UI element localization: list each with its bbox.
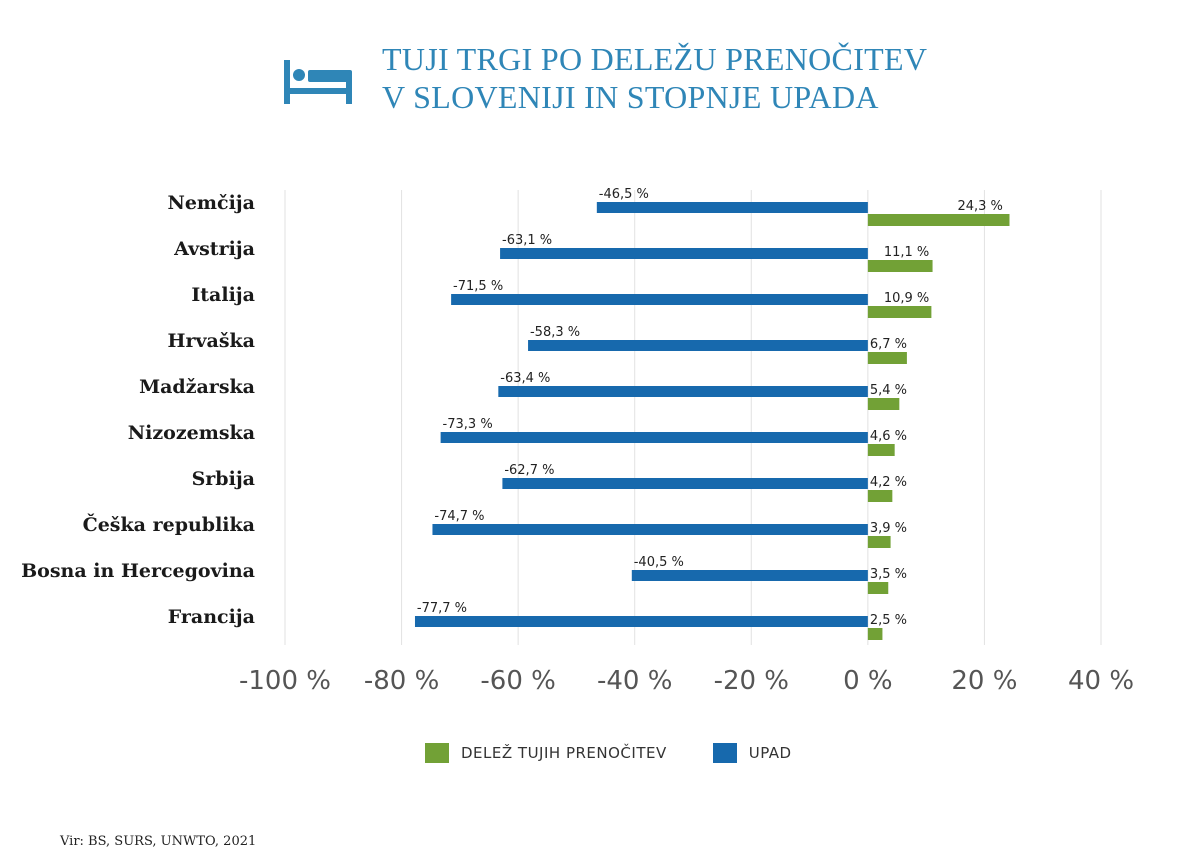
bar-delez-label: 24,3 % (957, 199, 1002, 214)
category-label: Nemčija (167, 192, 255, 214)
x-tick-label: 20 % (951, 666, 1017, 696)
chart-title: TUJI TRGI PO DELEŽU PRENOČITEV V SLOVENI… (382, 40, 927, 116)
category-label: Hrvaška (168, 330, 256, 352)
chart-title-line-2: V SLOVENIJI IN STOPNJE UPADA (382, 79, 879, 115)
category-label: Italija (191, 284, 255, 306)
bar-upad-label: -71,5 % (453, 279, 503, 294)
bar-delez (867, 628, 883, 640)
category-labels: Nemčija Avstrija Italija Hrvaška Madžarska Ni… (21, 192, 255, 628)
source-note: Vir: BS, SURS, UNWTO, 2021 (60, 834, 257, 849)
header: TUJI TRGI PO DELEŽU PRENOČITEV V SLOVENI… (0, 0, 1200, 140)
bar-upad-label: -74,7 % (434, 509, 484, 524)
x-tick-label: -80 % (364, 666, 439, 696)
bar-delez-label: 6,7 % (870, 337, 907, 352)
bed-icon (284, 60, 352, 104)
bar-delez (867, 306, 932, 318)
legend-label-decline: UPAD (748, 744, 792, 762)
category-label: Francija (168, 606, 255, 628)
bar-upad-label: -63,4 % (500, 371, 550, 386)
bar-upad (631, 570, 868, 581)
bar-upad (528, 340, 868, 351)
bar-upad (596, 202, 868, 213)
x-tick-label: -20 % (714, 666, 789, 696)
bar-delez-label: 3,5 % (870, 567, 907, 582)
x-tick-label: -60 % (480, 666, 555, 696)
bar-upad (432, 524, 868, 535)
legend: DELEŽ TUJIH PRENOČITEV UPAD (425, 740, 838, 766)
bar-delez (867, 352, 907, 364)
chart-title-line-1: TUJI TRGI PO DELEŽU PRENOČITEV (382, 41, 928, 77)
bar-upad-label: -58,3 % (530, 325, 580, 340)
bar-upad (414, 616, 868, 627)
category-label: Avstrija (173, 238, 255, 260)
bar-delez (867, 260, 933, 272)
bar-delez (867, 398, 900, 410)
legend-label-share: DELEŽ TUJIH PRENOČITEV (461, 744, 667, 762)
grid-lines (284, 190, 1102, 645)
bar-delez (867, 214, 1010, 226)
bar-delez (867, 536, 891, 548)
bar-upad (451, 294, 868, 305)
value-labels: -46,5 % 24,3 % -63,1 % 11,1 % -71,5 % 10,9 % -… (417, 187, 1003, 628)
bar-upad-label: -77,7 % (417, 601, 467, 616)
bar-delez-label: 10,9 % (884, 291, 929, 306)
x-tick-label: 0 % (843, 666, 893, 696)
bar-upad-label: -62,7 % (504, 463, 554, 478)
bar-upad (502, 478, 868, 489)
x-tick-label: -40 % (597, 666, 672, 696)
bar-delez-label: 4,2 % (870, 475, 907, 490)
bar-upad-label: -40,5 % (634, 555, 684, 570)
bar-upad (498, 386, 868, 397)
legend-swatch-green (425, 743, 449, 763)
bar-delez-label: 2,5 % (870, 613, 907, 628)
bar-upad-label: -63,1 % (502, 233, 552, 248)
bar-delez (867, 582, 889, 594)
bar-upad (500, 248, 868, 259)
bar-delez-label: 11,1 % (884, 245, 929, 260)
legend-item-decline: UPAD (712, 743, 792, 763)
category-label: Srbija (192, 468, 255, 490)
category-label: Bosna in Hercegovina (21, 560, 255, 582)
bar-delez-label: 3,9 % (870, 521, 907, 536)
bar-delez-label: 5,4 % (870, 383, 907, 398)
bar-upad-label: -73,3 % (443, 417, 493, 432)
category-label: Češka republika (83, 513, 255, 536)
x-tick-label: 40 % (1068, 666, 1134, 696)
category-label: Nizozemska (128, 422, 255, 444)
bar-delez (867, 444, 895, 456)
bar-upad-label: -46,5 % (599, 187, 649, 202)
bars (414, 202, 1010, 640)
bar-delez (867, 490, 893, 502)
legend-swatch-blue (712, 743, 737, 763)
legend-item-share: DELEŽ TUJIH PRENOČITEV (425, 743, 667, 763)
category-label: Madžarska (139, 376, 255, 398)
bar-upad (440, 432, 868, 443)
bar-delez-label: 4,6 % (870, 429, 907, 444)
x-axis-ticks: -100 % -80 % -60 % -40 % -20 % 0 % 20 % 40 % (239, 666, 1134, 696)
bar-chart: -46,5 % 24,3 % -63,1 % 11,1 % -71,5 % 10,9 % -… (21, 187, 1134, 696)
x-tick-label: -100 % (239, 666, 331, 696)
